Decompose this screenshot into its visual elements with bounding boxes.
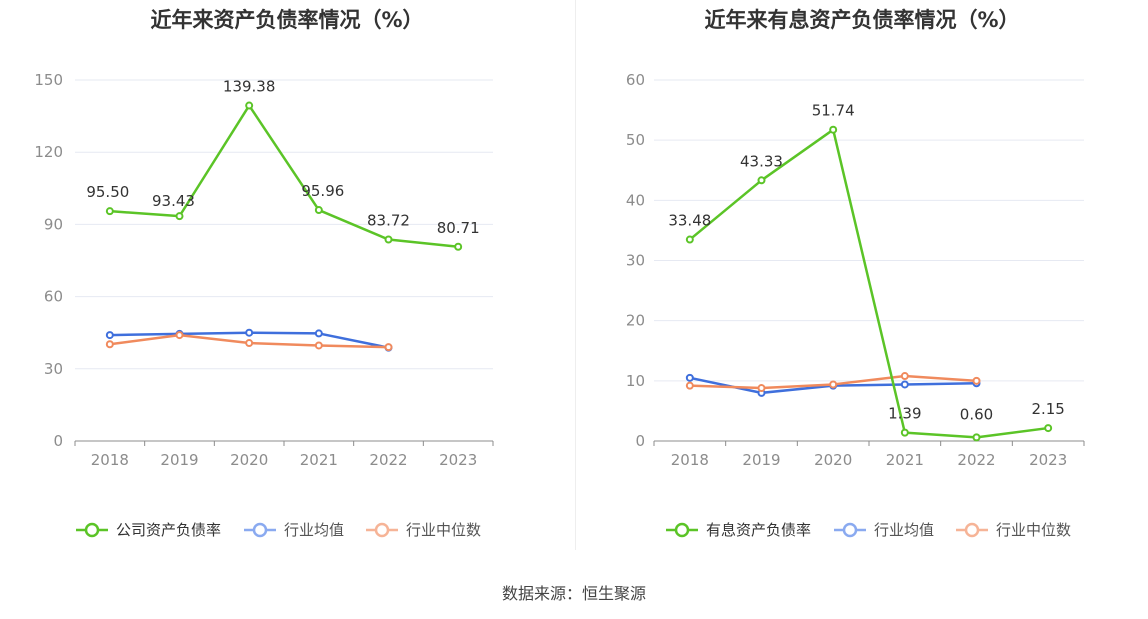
x-tick-label: 2018 xyxy=(671,451,709,469)
y-tick-label: 30 xyxy=(626,252,645,270)
data-point[interactable] xyxy=(829,380,838,389)
legend-marker[interactable] xyxy=(674,522,690,538)
data-label: 80.71 xyxy=(437,219,480,237)
data-label: 1.39 xyxy=(888,405,921,423)
series-line-0 xyxy=(689,128,1049,439)
x-tick-label: 2020 xyxy=(230,451,268,469)
data-source: 数据来源：恒生聚源 xyxy=(501,584,646,603)
y-tick-label: 150 xyxy=(34,71,63,89)
legend-label[interactable]: 公司资产负债率 xyxy=(116,521,221,539)
y-tick-label: 10 xyxy=(626,372,645,390)
legend-label[interactable]: 有息资产负债率 xyxy=(706,521,811,539)
x-tick-label: 2021 xyxy=(886,451,924,469)
data-point[interactable] xyxy=(454,242,463,251)
x-tick-label: 2021 xyxy=(300,451,338,469)
legend-marker[interactable] xyxy=(842,522,858,538)
data-label: 95.50 xyxy=(86,183,129,201)
legend-label[interactable]: 行业中位数 xyxy=(996,521,1071,539)
left-chart-title: 近年来资产负债率情况（%） xyxy=(150,8,424,32)
data-point[interactable] xyxy=(384,343,393,352)
data-label: 43.33 xyxy=(740,152,783,170)
series-line-0 xyxy=(109,104,459,249)
y-tick-label: 20 xyxy=(626,312,645,330)
left-chart: 0 30 60 90 120 150 2018 2019 2020 2021 2022 2023 95.… xyxy=(34,71,494,539)
data-point[interactable] xyxy=(245,328,254,337)
legend-label[interactable]: 行业均值 xyxy=(284,521,344,539)
legend-marker[interactable] xyxy=(252,522,268,538)
legend-marker[interactable] xyxy=(84,522,100,538)
data-point[interactable] xyxy=(105,331,114,340)
data-label: 51.74 xyxy=(812,102,855,120)
right-chart-panel: 近年来有息资产负债率情况（%） 0 10 20 30 40 50 60 2018 2019 202… xyxy=(576,0,1148,560)
left-chart-panel: 近年来资产负债率情况（%） 0 30 60 90 120 150 2018 2019 2020 2… xyxy=(0,0,574,560)
x-tick-label: 2020 xyxy=(814,451,852,469)
data-label: 33.48 xyxy=(668,212,711,230)
y-tick-label: 60 xyxy=(44,288,63,306)
data-point[interactable] xyxy=(685,381,694,390)
data-label: 95.96 xyxy=(301,182,344,200)
data-point[interactable] xyxy=(685,235,694,244)
data-label: 83.72 xyxy=(367,212,410,230)
data-point[interactable] xyxy=(314,329,323,338)
right-chart-title: 近年来有息资产负债率情况（%） xyxy=(704,8,1020,32)
data-label: 0.60 xyxy=(960,405,993,423)
y-tick-label: 0 xyxy=(635,432,645,450)
data-point[interactable] xyxy=(900,380,909,389)
x-tick-label: 2022 xyxy=(369,451,407,469)
right-chart: 0 10 20 30 40 50 60 2018 2019 2020 2021 2022 2023 33.… xyxy=(626,71,1085,539)
y-tick-label: 40 xyxy=(626,191,645,209)
y-tick-label: 50 xyxy=(626,131,645,149)
data-point[interactable] xyxy=(314,341,323,350)
x-tick-label: 2018 xyxy=(91,451,129,469)
x-tick-label: 2022 xyxy=(957,451,995,469)
data-point[interactable] xyxy=(757,384,766,393)
data-point[interactable] xyxy=(900,428,909,437)
data-point[interactable] xyxy=(829,125,838,134)
y-tick-label: 90 xyxy=(44,215,63,233)
y-tick-label: 120 xyxy=(34,143,63,161)
data-point[interactable] xyxy=(175,331,184,340)
data-point[interactable] xyxy=(1044,424,1053,433)
panel-divider xyxy=(575,0,576,550)
data-point[interactable] xyxy=(314,206,323,215)
data-point[interactable] xyxy=(757,176,766,185)
legend-marker[interactable] xyxy=(964,522,980,538)
data-point[interactable] xyxy=(972,376,981,385)
y-tick-label: 0 xyxy=(53,432,63,450)
data-label: 139.38 xyxy=(223,78,276,96)
data-label: 93.43 xyxy=(152,192,195,210)
data-label: 2.15 xyxy=(1031,400,1064,418)
data-point[interactable] xyxy=(175,212,184,221)
x-tick-label: 2023 xyxy=(1029,451,1067,469)
data-point[interactable] xyxy=(105,340,114,349)
x-tick-label: 2023 xyxy=(439,451,477,469)
data-point[interactable] xyxy=(105,207,114,216)
x-tick-label: 2019 xyxy=(160,451,198,469)
legend-marker[interactable] xyxy=(374,522,390,538)
data-point[interactable] xyxy=(685,373,694,382)
legend-label[interactable]: 行业中位数 xyxy=(406,521,481,539)
y-tick-label: 30 xyxy=(44,360,63,378)
data-point[interactable] xyxy=(245,101,254,110)
x-tick-label: 2019 xyxy=(742,451,780,469)
data-point[interactable] xyxy=(900,372,909,381)
data-point[interactable] xyxy=(245,339,254,348)
data-point[interactable] xyxy=(972,433,981,442)
y-tick-label: 60 xyxy=(626,71,645,89)
legend-label[interactable]: 行业均值 xyxy=(874,521,934,539)
data-point[interactable] xyxy=(384,235,393,244)
